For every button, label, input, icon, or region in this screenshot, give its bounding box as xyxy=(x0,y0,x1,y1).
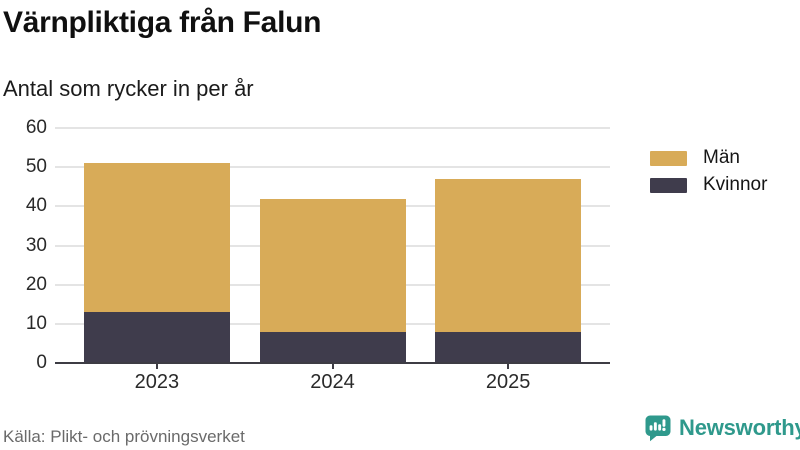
x-axis-tick-label: 2023 xyxy=(134,371,180,393)
y-axis-tick-label: 0 xyxy=(36,352,47,373)
x-axis-tick xyxy=(507,363,510,369)
legend-item-man: Män xyxy=(650,147,740,169)
x-axis-line xyxy=(55,362,610,364)
x-axis-tick-label: 2024 xyxy=(310,371,355,393)
x-axis-tick xyxy=(331,363,334,369)
bar-segment-män-2023 xyxy=(83,163,230,313)
bar-segment-kvinnor-2023 xyxy=(83,312,230,363)
legend-swatch-kvinnor xyxy=(650,177,687,193)
bar-segment-kvinnor-2025 xyxy=(435,331,582,363)
gridline xyxy=(55,166,610,169)
x-axis-tick xyxy=(155,363,158,369)
legend-label-kvinnor: Kvinnor xyxy=(703,174,768,195)
y-axis-tick-label: 10 xyxy=(25,312,47,334)
legend-label-man: Män xyxy=(703,147,740,168)
y-axis-tick-label: 20 xyxy=(25,273,47,295)
x-axis-tick-label: 2025 xyxy=(485,371,531,393)
source-attribution: Källa: Plikt- och prövningsverket xyxy=(3,427,245,446)
newsworthy-logo-icon xyxy=(644,414,672,442)
y-axis-tick-label: 50 xyxy=(25,156,47,178)
speech-bubble-shape xyxy=(645,415,671,442)
gridline xyxy=(55,127,610,129)
y-axis-tick-label: 60 xyxy=(25,117,47,138)
y-axis-tick-label: 40 xyxy=(25,195,47,217)
y-axis-tick-label: 30 xyxy=(25,234,47,256)
page-title: Värnpliktiga från Falun xyxy=(3,6,322,39)
legend-item-kvinnor: Kvinnor xyxy=(650,174,767,196)
bar-segment-män-2024 xyxy=(259,198,406,332)
page-subtitle: Antal som rycker in per år xyxy=(3,76,254,101)
bar-segment-män-2025 xyxy=(435,178,582,332)
legend-swatch-man xyxy=(650,150,687,166)
bar-segment-kvinnor-2024 xyxy=(259,331,406,363)
newsworthy-logo[interactable]: Newsworthy xyxy=(644,414,800,442)
newsworthy-wordmark: Newsworthy xyxy=(679,415,800,440)
